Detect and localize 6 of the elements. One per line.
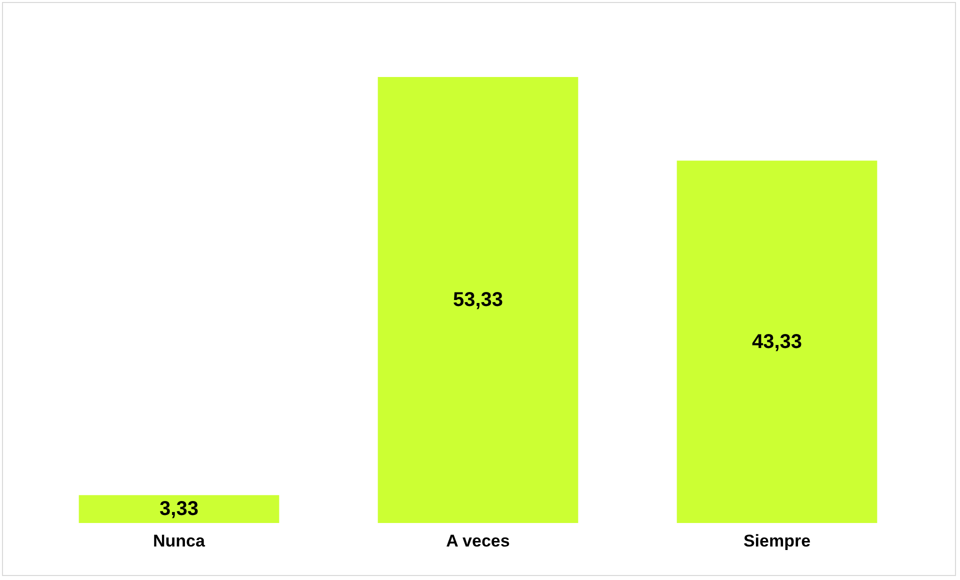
x-tick-label: A veces <box>446 532 510 550</box>
x-tick-label: Siempre <box>743 532 811 550</box>
data-label: 3,33 <box>160 498 198 520</box>
data-label: 43,33 <box>752 330 802 353</box>
x-tick-label: Nunca <box>153 532 206 550</box>
data-label: 53,33 <box>452 288 504 311</box>
